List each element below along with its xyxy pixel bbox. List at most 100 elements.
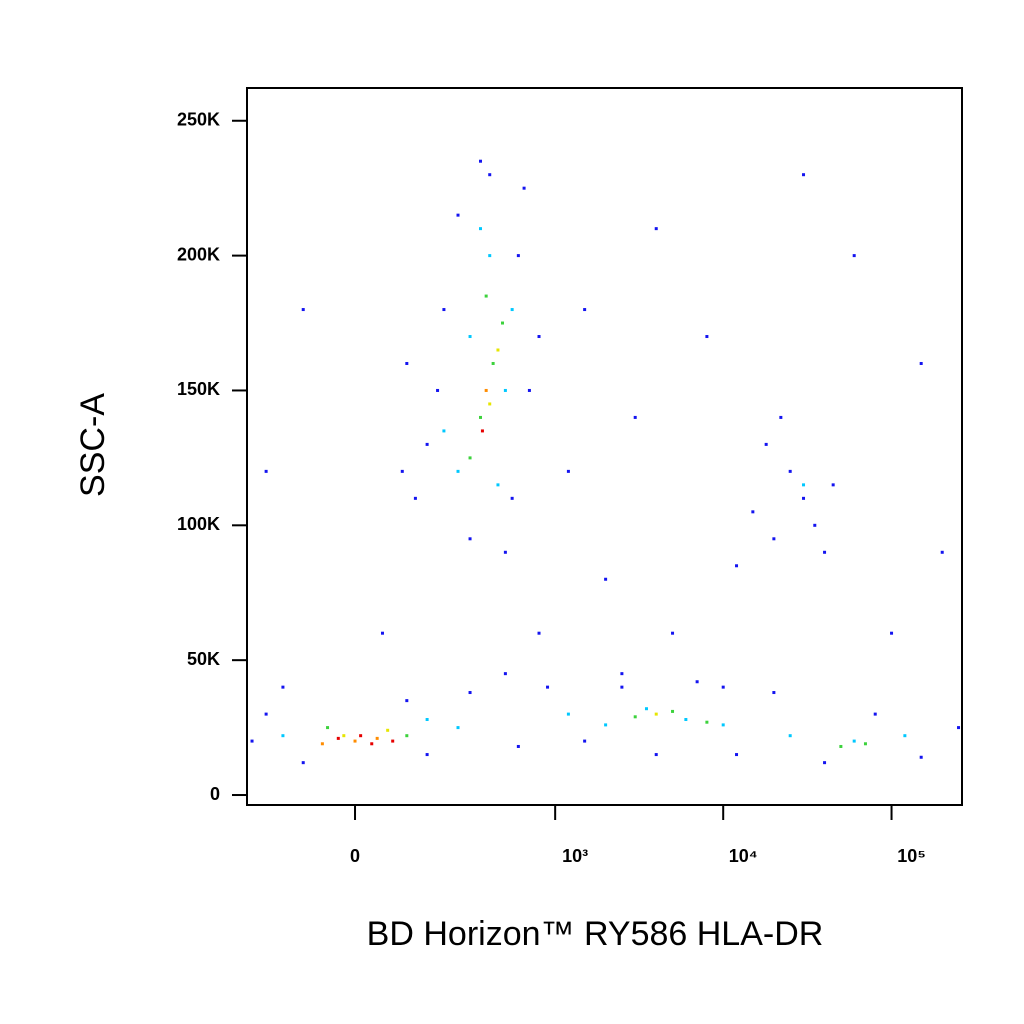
dot [620, 685, 624, 689]
dot [633, 715, 637, 719]
dot [735, 753, 739, 757]
y-tick-label: 200K [177, 244, 220, 264]
dot [705, 720, 709, 724]
dot [468, 537, 472, 541]
dot [802, 483, 806, 487]
dot [863, 742, 867, 746]
dot [873, 712, 877, 716]
dot [695, 680, 699, 684]
dot [772, 691, 776, 695]
dot [468, 335, 472, 339]
plot-frame [246, 87, 963, 806]
dot [468, 691, 472, 695]
dot [705, 335, 709, 339]
dot [813, 523, 817, 527]
dot [852, 739, 856, 743]
dot [320, 742, 324, 746]
dot [496, 483, 500, 487]
dot [721, 685, 725, 689]
dot [479, 227, 483, 231]
dot [919, 755, 923, 759]
dot [802, 173, 806, 177]
dot [425, 753, 429, 757]
dot [503, 672, 507, 676]
dot [644, 707, 648, 711]
dot [566, 469, 570, 473]
dot [684, 718, 688, 722]
dot [957, 726, 961, 730]
dot [802, 496, 806, 500]
y-tick-label: 100K [177, 514, 220, 534]
dot [654, 753, 658, 757]
x-axis-title: BD Horizon™ RY586 HLA-DR [367, 915, 824, 953]
dot [503, 550, 507, 554]
dot [425, 718, 429, 722]
dot [301, 761, 305, 765]
dot [391, 739, 395, 743]
dot [264, 469, 268, 473]
dot [370, 742, 374, 746]
dot [620, 672, 624, 676]
dot [488, 173, 492, 177]
dot [425, 442, 429, 446]
dot [779, 415, 783, 419]
dot [359, 734, 363, 738]
dot [488, 254, 492, 258]
dot [456, 469, 460, 473]
y-tick-label: 250K [177, 110, 220, 130]
dot [480, 429, 484, 433]
dot [823, 761, 827, 765]
dot [510, 308, 514, 312]
dot [281, 734, 285, 738]
dot [823, 550, 827, 554]
dot [919, 361, 923, 365]
x-tick-label: 10⁵ [897, 846, 925, 866]
dot [496, 348, 500, 352]
dot [940, 550, 944, 554]
dot [405, 734, 409, 738]
dot [654, 227, 658, 231]
dot [442, 429, 446, 433]
dot [537, 631, 541, 635]
y-tick-label: 0 [210, 784, 220, 804]
dot [479, 415, 483, 419]
dot [751, 510, 755, 514]
dot [537, 335, 541, 339]
dot [326, 726, 330, 730]
dot [468, 456, 472, 460]
dot [671, 631, 675, 635]
dot [442, 308, 446, 312]
dot [516, 744, 520, 748]
x-tick-label: 10⁴ [729, 846, 758, 866]
dot [583, 308, 587, 312]
dot [264, 712, 268, 716]
x-tick-label: 0 [350, 846, 360, 866]
y-tick-label: 50K [187, 649, 220, 669]
dot [479, 159, 483, 163]
dot [353, 739, 357, 743]
dot [516, 254, 520, 258]
dot [522, 186, 526, 190]
dot [436, 388, 440, 392]
dot [342, 734, 346, 738]
dot [336, 736, 340, 740]
dot [400, 469, 404, 473]
dot [604, 577, 608, 581]
dot [764, 442, 768, 446]
dot [852, 254, 856, 258]
dot [456, 726, 460, 730]
dot [375, 736, 379, 740]
y-axis-title: SSC-A [74, 393, 112, 497]
dot [484, 294, 488, 298]
dot [633, 415, 637, 419]
dot [890, 631, 894, 635]
dot [566, 712, 570, 716]
dot [405, 361, 409, 365]
dot [654, 712, 658, 716]
x-tick-label: 10³ [562, 846, 588, 866]
dot [301, 308, 305, 312]
dot [903, 734, 907, 738]
dot [413, 496, 417, 500]
